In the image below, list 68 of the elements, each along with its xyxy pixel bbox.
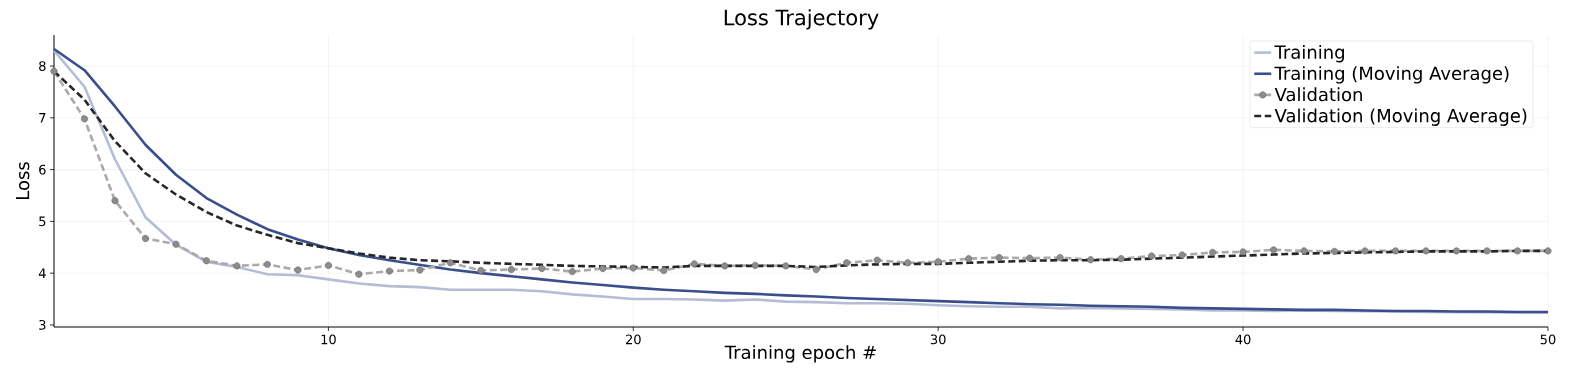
point: [1148, 252, 1156, 260]
point: [111, 197, 119, 205]
legend-label: Training (Moving Average): [1274, 66, 1509, 84]
point: [995, 254, 1003, 262]
point: [812, 266, 820, 274]
point: [1087, 256, 1095, 264]
point: [324, 261, 332, 269]
point: [1056, 254, 1064, 262]
point: [873, 256, 881, 264]
point: [1513, 247, 1521, 255]
point: [385, 267, 393, 275]
point: [660, 267, 668, 275]
point: [629, 264, 637, 272]
point: [782, 262, 790, 270]
point: [1392, 247, 1400, 255]
point: [1453, 247, 1460, 255]
point: [1026, 254, 1034, 262]
x-tick-label: 50: [1540, 334, 1556, 345]
point: [538, 265, 546, 272]
point: [263, 260, 271, 268]
x-tick-label: 10: [321, 334, 336, 345]
point: [721, 262, 729, 270]
point: [294, 266, 302, 274]
point: [50, 67, 58, 75]
legend-label: Training: [1274, 45, 1344, 63]
point: [446, 259, 454, 267]
point: [751, 261, 759, 269]
point: [843, 259, 851, 267]
point: [1178, 251, 1186, 259]
point: [1422, 247, 1430, 255]
x-tick-label: 30: [930, 334, 946, 345]
point: [1331, 247, 1339, 255]
y-tick-label: 7: [39, 113, 46, 123]
y-tick-label: 5: [39, 216, 46, 227]
point: [1239, 248, 1247, 256]
chart-title: Loss Trajectory: [724, 9, 879, 30]
x-tick-label: 20: [625, 334, 641, 345]
point: [507, 266, 515, 274]
point: [233, 262, 241, 270]
point: [568, 268, 576, 276]
point: [1483, 247, 1491, 255]
point: [1209, 248, 1217, 256]
point: [80, 115, 88, 123]
y-tick-label: 3: [39, 320, 46, 330]
y-tick-label: 4: [38, 268, 46, 278]
point: [141, 234, 149, 242]
point: [1117, 255, 1125, 263]
point: [690, 260, 698, 268]
point: [355, 270, 363, 278]
point: [904, 259, 912, 267]
point: [965, 255, 973, 263]
legend-label: Validation: [1274, 87, 1362, 102]
point: [599, 265, 607, 272]
legend-label: Validation (Moving Average): [1274, 108, 1527, 126]
y-tick-label: 6: [39, 164, 46, 175]
x-axis-title: Training epoch #: [724, 345, 876, 363]
point: [202, 257, 210, 265]
x-tick-label: 40: [1235, 334, 1251, 345]
point: [1544, 247, 1552, 255]
point: [934, 258, 942, 266]
point: [1300, 247, 1308, 255]
y-axis-title: Loss: [15, 162, 30, 199]
point: [172, 240, 180, 248]
point: [416, 266, 424, 274]
point: [1270, 246, 1278, 254]
y-tick-label: 8: [39, 61, 46, 71]
point: [1361, 247, 1369, 255]
point: [477, 267, 485, 275]
